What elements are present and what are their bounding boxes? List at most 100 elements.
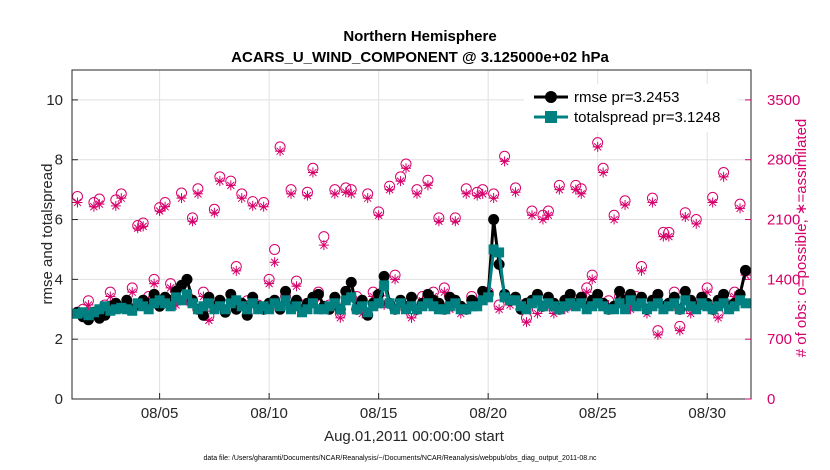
obs-assimilated-point xyxy=(735,203,746,214)
obs-assimilated-point xyxy=(718,171,729,182)
x-axis-label: Aug.01,2011 00:00:00 start xyxy=(324,428,505,445)
obs-assimilated-point xyxy=(439,287,450,298)
legend-box xyxy=(524,84,738,132)
obs-assimilated-point xyxy=(247,200,258,211)
obs-assimilated-point xyxy=(713,312,724,323)
totalspread-point xyxy=(433,304,444,315)
right-tick-label: 3500 xyxy=(767,92,800,109)
obs-assimilated-point xyxy=(576,188,587,199)
obs-assimilated-point xyxy=(335,312,346,323)
totalspread-point xyxy=(652,298,663,309)
obs-assimilated-point xyxy=(346,188,357,199)
obs-assimilated-point xyxy=(198,291,209,302)
obs-assimilated-point xyxy=(160,201,171,212)
totalspread-point xyxy=(466,301,477,312)
totalspread-point xyxy=(592,298,603,309)
obs-assimilated-point xyxy=(362,193,373,204)
totalspread-point xyxy=(181,289,192,300)
obs-assimilated-point xyxy=(171,300,182,310)
totalspread-point xyxy=(718,298,729,309)
totalspread-point xyxy=(680,295,691,306)
totalspread-point xyxy=(346,292,357,303)
totalspread-point xyxy=(176,295,187,306)
totalspread-point xyxy=(269,298,280,309)
totalspread-point xyxy=(291,301,302,312)
totalspread-point xyxy=(72,308,83,319)
totalspread-point xyxy=(422,298,433,309)
totalspread-point xyxy=(401,304,412,315)
obs-assimilated-point xyxy=(368,291,379,302)
totalspread-point xyxy=(713,301,724,312)
rmse-point xyxy=(378,270,390,282)
totalspread-point xyxy=(647,301,658,312)
totalspread-point xyxy=(99,301,110,312)
obs-assimilated-point xyxy=(116,193,127,204)
x-tick-label: 08/30 xyxy=(688,405,726,422)
x-tick-label: 08/10 xyxy=(250,405,288,422)
rmse-point xyxy=(592,288,604,300)
obs-assimilated-point xyxy=(406,312,417,323)
totalspread-point xyxy=(247,298,258,309)
rmse-point xyxy=(181,273,193,285)
totalspread-point xyxy=(735,295,746,306)
obs-assimilated-point xyxy=(620,200,631,211)
obs-assimilated-point xyxy=(395,176,406,187)
totalspread-point xyxy=(253,304,264,315)
totalspread-point xyxy=(674,304,685,315)
totalspread-point xyxy=(685,301,696,312)
right-tick-label: 0 xyxy=(767,391,775,408)
totalspread-point xyxy=(171,292,182,303)
rmse-point xyxy=(740,264,752,276)
totalspread-point xyxy=(296,307,307,318)
totalspread-point xyxy=(231,295,242,306)
right-tick-label: 2100 xyxy=(767,212,800,229)
obs-assimilated-point xyxy=(390,274,401,285)
obs-assimilated-point xyxy=(702,287,713,298)
obs-assimilated-point xyxy=(83,300,94,310)
totalspread-point xyxy=(461,304,472,315)
obs-assimilated-point xyxy=(521,317,532,328)
totalspread-point xyxy=(307,298,318,309)
plot-frame xyxy=(71,69,752,400)
y-axis-ticks: 0 2 4 6 8 10 xyxy=(46,92,78,408)
totalspread-point xyxy=(351,304,362,315)
totalspread-point xyxy=(406,301,417,312)
rmse-point xyxy=(488,214,500,226)
obs-assimilated-point xyxy=(165,282,176,293)
totalspread-point xyxy=(494,247,505,258)
totalspread-point xyxy=(521,304,532,315)
obs-assimilated-point xyxy=(127,287,138,298)
totalspread-point xyxy=(110,304,121,315)
totalspread-point xyxy=(127,305,138,316)
totalspread-point xyxy=(116,302,127,313)
rmse-point xyxy=(679,285,691,297)
totalspread-point xyxy=(258,301,269,312)
totalspread-point xyxy=(286,304,297,315)
x-tick-label: 08/25 xyxy=(579,405,617,422)
totalspread-point xyxy=(121,304,132,315)
legend: rmse pr=3.2453 totalspread pr=3.1248 xyxy=(524,84,738,132)
totalspread-point xyxy=(609,304,620,315)
data-file-footnote: data file: /Users/gharamti/Documents/NCA… xyxy=(203,455,597,462)
totalspread-point xyxy=(340,295,351,306)
totalspread-point xyxy=(138,301,149,312)
obs-assimilated-point xyxy=(318,240,329,251)
totalspread-point xyxy=(576,298,587,309)
obs-assimilated-point xyxy=(373,210,384,221)
totalspread-point xyxy=(455,304,466,315)
totalspread-point xyxy=(526,298,537,309)
obs-assimilated-point xyxy=(231,265,242,276)
rmse-point xyxy=(312,288,324,300)
obs-assimilated-point xyxy=(379,300,390,310)
legend-marker-rmse xyxy=(545,91,557,103)
legend-marker-totalspread xyxy=(545,111,557,123)
totalspread-point xyxy=(313,304,324,315)
x-tick-label: 08/20 xyxy=(469,405,507,422)
totalspread-point xyxy=(444,301,455,312)
obs-assimilated-point xyxy=(685,308,696,319)
obs-assimilated-point xyxy=(203,315,214,326)
obs-assimilated-point xyxy=(154,206,165,216)
totalspread-point xyxy=(154,295,165,306)
totalspread-point xyxy=(614,298,625,309)
